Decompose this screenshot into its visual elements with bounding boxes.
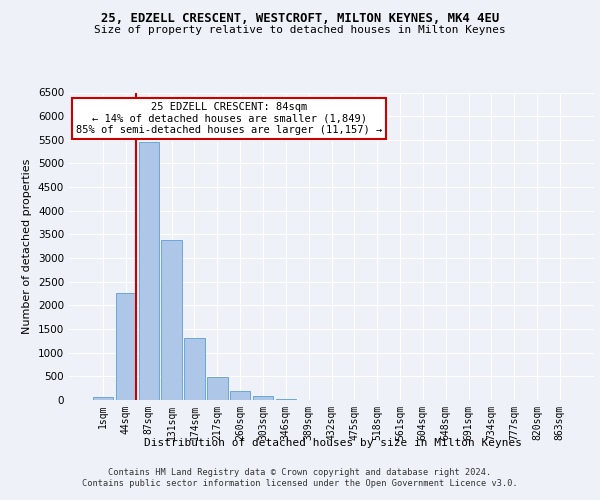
Text: Size of property relative to detached houses in Milton Keynes: Size of property relative to detached ho… [94, 25, 506, 35]
Bar [184, 338, 205, 400]
Text: 25 EDZELL CRESCENT: 84sqm
← 14% of detached houses are smaller (1,849)
85% of se: 25 EDZELL CRESCENT: 84sqm ← 14% of detac… [76, 102, 382, 135]
Bar [93, 396, 113, 400]
Bar [253, 396, 273, 400]
Bar [230, 391, 250, 400]
Bar [139, 142, 159, 400]
Text: Contains HM Land Registry data © Crown copyright and database right 2024.: Contains HM Land Registry data © Crown c… [109, 468, 491, 477]
Bar [207, 377, 227, 400]
Text: Contains public sector information licensed under the Open Government Licence v3: Contains public sector information licen… [82, 479, 518, 488]
Bar [161, 240, 182, 400]
Y-axis label: Number of detached properties: Number of detached properties [22, 158, 32, 334]
Text: Distribution of detached houses by size in Milton Keynes: Distribution of detached houses by size … [144, 438, 522, 448]
Bar [275, 398, 296, 400]
Text: 25, EDZELL CRESCENT, WESTCROFT, MILTON KEYNES, MK4 4EU: 25, EDZELL CRESCENT, WESTCROFT, MILTON K… [101, 12, 499, 26]
Bar [116, 292, 136, 400]
